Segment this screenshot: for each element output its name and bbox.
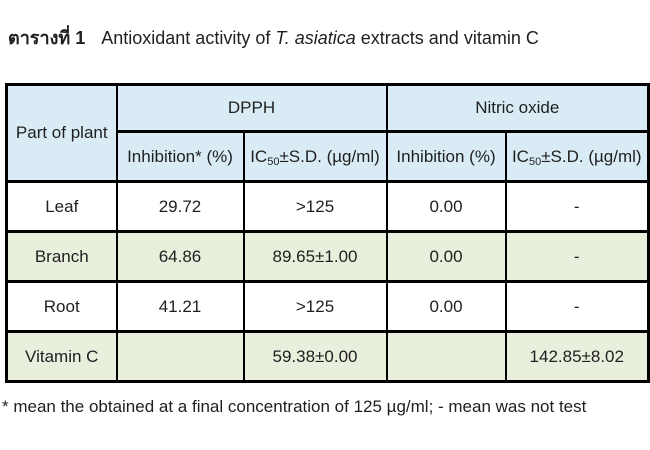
plant-name-cell: Root — [5, 280, 118, 333]
dpph-inhibition-cell — [115, 330, 245, 383]
no-inhibition-cell: 0.00 — [385, 180, 507, 233]
ic50-suffix: ±S.D. (µg/ml) — [279, 146, 380, 166]
species-name: T. asiatica — [275, 28, 356, 48]
ic50-subscript: 50 — [528, 155, 542, 168]
plant-name-cell: Vitamin C — [5, 330, 118, 383]
table-row-leaf: Leaf 29.72 >125 0.00 - — [5, 180, 650, 233]
col-header-dpph-inhibition: Inhibition* (%) — [115, 130, 245, 183]
table-number-label: ตารางที่ 1 — [8, 28, 86, 48]
dpph-ic50-cell: 59.38±0.00 — [242, 330, 388, 383]
no-ic50-cell: - — [504, 230, 650, 283]
col-header-part-of-plant: Part of plant — [5, 83, 118, 183]
header-sub-row: Inhibition* (%) IC50±S.D. (µg/ml) Inhibi… — [7, 130, 650, 183]
table-footnote: * mean the obtained at a final concentra… — [2, 397, 587, 416]
caption-text: Antioxidant activity of — [101, 28, 271, 48]
no-ic50-cell: 142.85±8.02 — [504, 330, 650, 383]
no-ic50-cell: - — [504, 180, 650, 233]
col-group-nitric-oxide: Nitric oxide — [385, 83, 650, 133]
ic50-prefix: IC — [511, 146, 529, 166]
no-inhibition-cell — [385, 330, 507, 383]
no-inhibition-cell: 0.00 — [385, 230, 507, 283]
plant-name-cell: Branch — [5, 230, 118, 283]
table-row-vitamin-c: Vitamin C 59.38±0.00 142.85±8.02 — [5, 330, 650, 383]
dpph-ic50-cell: >125 — [242, 180, 388, 233]
ic50-subscript: 50 — [267, 155, 280, 168]
col-header-no-inhibition: Inhibition (%) — [385, 130, 507, 183]
dpph-inhibition-cell: 29.72 — [115, 180, 245, 233]
plant-name-cell: Leaf — [5, 180, 118, 233]
no-ic50-cell: - — [504, 280, 650, 333]
dpph-inhibition-cell: 64.86 — [115, 230, 245, 283]
antioxidant-activity-table: Part of plant DPPH Nitric oxide Inhibiti… — [5, 83, 650, 383]
ic50-prefix: IC — [250, 146, 268, 166]
no-inhibition-cell: 0.00 — [385, 280, 507, 333]
col-group-dpph: DPPH — [115, 83, 388, 133]
dpph-inhibition-cell: 41.21 — [115, 280, 245, 333]
ic50-suffix: ±S.D. (µg/ml) — [541, 146, 642, 166]
table-row-branch: Branch 64.86 89.65±1.00 0.00 - — [5, 230, 650, 283]
table-caption: ตารางที่ 1 Antioxidant activity of T. asi… — [8, 26, 650, 50]
dpph-ic50-cell: 89.65±1.00 — [242, 230, 388, 283]
dpph-ic50-cell: >125 — [242, 280, 388, 333]
header-group-row: Part of plant DPPH Nitric oxide — [5, 83, 650, 183]
col-header-no-ic50: IC50±S.D. (µg/ml) — [504, 130, 650, 183]
col-header-dpph-ic50: IC50±S.D. (µg/ml) — [242, 130, 388, 183]
caption-text-end: extracts and vitamin C — [360, 28, 539, 48]
table-row-root: Root 41.21 >125 0.00 - — [5, 280, 650, 333]
